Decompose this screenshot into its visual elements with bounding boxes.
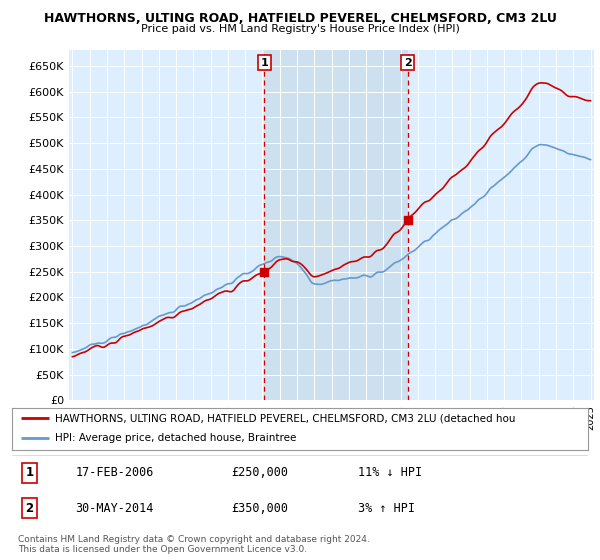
Text: 2: 2	[25, 502, 34, 515]
Text: 30-MAY-2014: 30-MAY-2014	[76, 502, 154, 515]
Text: 1: 1	[260, 58, 268, 68]
Text: £250,000: £250,000	[231, 466, 288, 479]
Text: HAWTHORNS, ULTING ROAD, HATFIELD PEVEREL, CHELMSFORD, CM3 2LU (detached hou: HAWTHORNS, ULTING ROAD, HATFIELD PEVEREL…	[55, 413, 516, 423]
Text: 2: 2	[404, 58, 412, 68]
Text: Contains HM Land Registry data © Crown copyright and database right 2024.
This d: Contains HM Land Registry data © Crown c…	[18, 535, 370, 554]
Text: 17-FEB-2006: 17-FEB-2006	[76, 466, 154, 479]
Text: HAWTHORNS, ULTING ROAD, HATFIELD PEVEREL, CHELMSFORD, CM3 2LU: HAWTHORNS, ULTING ROAD, HATFIELD PEVEREL…	[44, 12, 556, 25]
Text: £350,000: £350,000	[231, 502, 288, 515]
Bar	[265, 50, 408, 400]
Text: 11% ↓ HPI: 11% ↓ HPI	[358, 466, 422, 479]
Text: 3% ↑ HPI: 3% ↑ HPI	[358, 502, 415, 515]
Text: HPI: Average price, detached house, Braintree: HPI: Average price, detached house, Brai…	[55, 433, 296, 443]
Text: 1: 1	[25, 466, 34, 479]
Text: Price paid vs. HM Land Registry's House Price Index (HPI): Price paid vs. HM Land Registry's House …	[140, 24, 460, 34]
